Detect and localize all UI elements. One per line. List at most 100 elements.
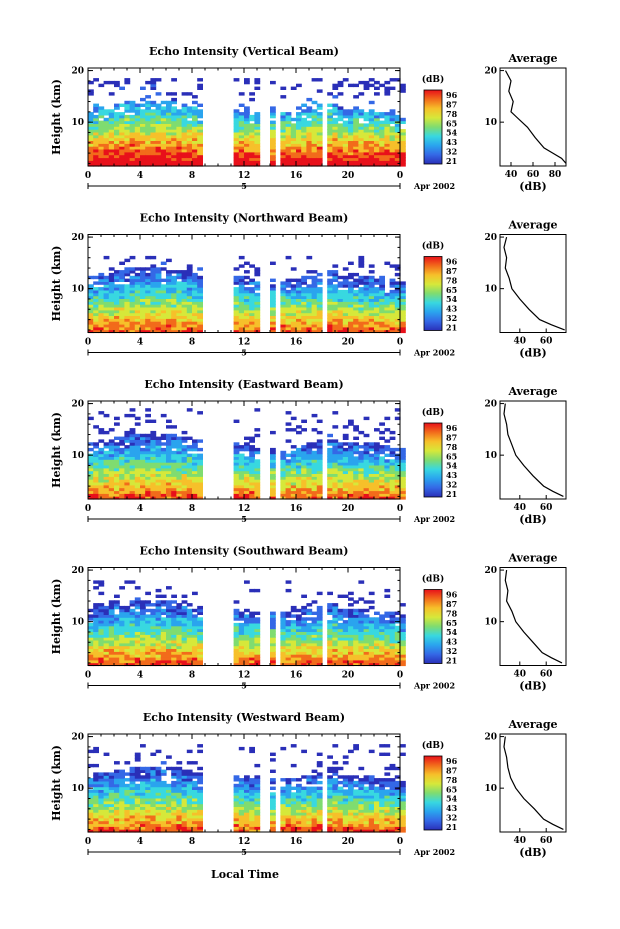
heatmap-cell	[363, 654, 370, 658]
x-tick-label: 4	[137, 671, 143, 681]
heatmap-cell	[374, 476, 380, 480]
heatmap-cell	[233, 447, 240, 452]
heatmap-cell	[368, 622, 375, 627]
heatmap-cell	[140, 315, 146, 319]
heatmap-cell	[186, 134, 193, 139]
heatmap-cell	[145, 137, 151, 141]
heatmap-cell	[233, 146, 240, 150]
heatmap-cell	[337, 637, 344, 641]
heatmap-cell	[108, 80, 115, 85]
heatmap-cell	[197, 134, 203, 139]
heatmap-cell	[197, 123, 203, 127]
heatmap-cell	[134, 783, 141, 788]
heatmap-cell	[280, 473, 287, 477]
heatmap-cell	[119, 642, 125, 647]
heatmap-cell	[280, 149, 287, 153]
heatmap-cell	[171, 289, 177, 294]
heatmap-cell	[192, 445, 198, 449]
heatmap-cell	[176, 295, 183, 299]
heatmap-cell	[384, 620, 391, 624]
heatmap-cell	[181, 92, 188, 96]
heatmap-cell	[306, 467, 313, 472]
heatmap-cell	[114, 662, 120, 667]
heatmap-cell	[150, 459, 157, 463]
heatmap-cell	[280, 287, 287, 291]
heatmap-cell	[353, 134, 359, 139]
heatmap-cell	[119, 637, 125, 641]
heatmap-cell	[129, 307, 136, 311]
heatmap-cell	[368, 605, 375, 610]
heatmap-cell	[129, 622, 136, 627]
heatmap-cell	[119, 140, 125, 144]
heatmap-cell	[150, 132, 157, 136]
heatmap-cell	[93, 634, 99, 638]
heatmap-cell	[98, 149, 105, 153]
heatmap-cell	[332, 272, 339, 277]
heatmap-cell	[238, 112, 245, 116]
heatmap-cell	[192, 487, 198, 492]
heatmap-cell	[134, 281, 141, 285]
heatmap-cell	[93, 470, 99, 474]
heatmap-cell	[332, 476, 339, 480]
heatmap-cell	[280, 137, 287, 141]
heatmap-cell	[337, 479, 344, 483]
heatmap-cell	[368, 442, 375, 446]
heatmap-cell	[249, 447, 255, 452]
panel-title: Echo Intensity (Northward Beam)	[140, 212, 349, 225]
heatmap-cell	[394, 482, 401, 486]
heatmap-cell	[197, 640, 203, 644]
heatmap-cell	[150, 149, 157, 153]
heatmap-cell	[280, 456, 287, 460]
heatmap-cell	[186, 114, 193, 119]
heatmap-cell	[155, 608, 162, 613]
heatmap-cell	[192, 157, 198, 161]
heatmap-cell	[145, 622, 151, 627]
heatmap-cell	[332, 287, 339, 291]
heatmap-cell	[244, 78, 250, 82]
heatmap-cell	[108, 640, 115, 644]
heatmap-cell	[166, 154, 172, 159]
heatmap-cell	[342, 149, 349, 153]
heatmap-cell	[244, 614, 250, 618]
heatmap-cell	[301, 132, 307, 136]
colorbar-label: 65	[446, 451, 457, 461]
heatmap-cell	[254, 476, 261, 480]
heatmap-cell	[192, 129, 198, 133]
heatmap-cell	[114, 295, 120, 299]
heatmap-cell	[124, 298, 131, 302]
heatmap-cell	[358, 470, 365, 474]
heatmap-cell	[316, 89, 323, 93]
heatmap-cell	[306, 157, 313, 161]
heatmap-cell	[119, 312, 125, 316]
heatmap-cell	[238, 493, 245, 497]
heatmap-cell	[108, 662, 115, 667]
heatmap-cell	[280, 129, 287, 133]
heatmap-cell	[342, 642, 349, 647]
heatmap-cell	[384, 132, 391, 136]
heatmap-cell	[311, 490, 318, 494]
heatmap-cell	[384, 459, 391, 463]
heatmap-cell	[316, 315, 323, 319]
heatmap-cell	[88, 792, 94, 796]
heatmap-cell	[301, 631, 307, 635]
heatmap-cell	[88, 462, 94, 466]
heatmap-cell	[316, 309, 323, 314]
heatmap-cell	[353, 651, 359, 655]
heatmap-cell	[348, 487, 354, 492]
heatmap-cell	[233, 281, 240, 285]
heatmap-cell	[244, 490, 250, 494]
heatmap-cell	[134, 157, 141, 161]
heatmap-cell	[150, 654, 157, 658]
heatmap-cell	[379, 490, 385, 494]
heatmap-cell	[114, 826, 120, 830]
heatmap-cell	[270, 129, 276, 133]
heatmap-cell	[93, 123, 99, 127]
heatmap-cell	[176, 493, 183, 497]
heatmap-cell	[108, 146, 115, 150]
heatmap-cell	[98, 281, 105, 285]
heatmap-cell	[88, 324, 94, 328]
x-tick-label: 20	[342, 338, 355, 348]
heatmap-cell	[140, 307, 146, 311]
heatmap-cell	[306, 617, 313, 621]
heatmap-cell	[400, 83, 406, 88]
